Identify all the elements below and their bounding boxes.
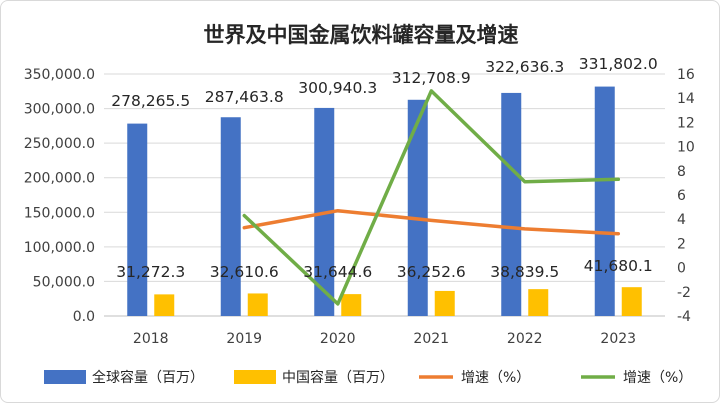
global-capacity-label: 312,708.9 [392,69,471,87]
lines [242,89,621,306]
left-tick-label: 250,000.0 [24,136,95,152]
left-tick-label: 200,000.0 [24,171,95,187]
right-tick-label: 14 [677,91,695,107]
legend-swatch [44,370,86,384]
china-capacity-label: 36,252.6 [397,263,466,281]
left-tick-label: 100,000.0 [24,240,95,256]
china-capacity-bar [341,294,362,316]
global-capacity-label: 300,940.3 [298,79,377,97]
legend-label: 增速（%） [623,370,692,386]
legend: 全球容量（百万） 中国容量（百万） 增速（%） 增速（%） [44,369,692,386]
x-tick-label: 2023 [600,331,636,347]
global-capacity-label: 287,463.8 [205,88,284,106]
legend-swatch [234,370,276,384]
right-tick-label: 6 [677,188,686,204]
right-tick-label: 12 [677,115,695,131]
right-tick-label: 10 [677,140,695,156]
data-labels: 278,265.5 287,463.8 300,940.3 312,708.9 322,… [111,55,657,281]
right-tick-label: 0 [677,261,686,277]
growth-line-green [242,89,621,306]
china-capacity-label: 41,680.1 [584,257,653,275]
global-capacity-bar [594,86,615,317]
china-capacity-bar [247,293,268,316]
right-tick-label: -4 [677,309,691,325]
global-capacity-bar [501,92,522,316]
left-tick-label: 0.0 [73,309,95,325]
right-y-axis: -4 -2 0 2 4 6 8 10 12 14 16 [677,67,695,325]
china-capacity-label: 31,644.6 [303,263,372,281]
left-y-axis: 0.0 50,000.0 100,000.0 150,000.0 200,000.0 25… [24,67,95,325]
x-tick-label: 2018 [133,331,169,347]
china-capacity-bar [154,294,175,316]
left-tick-label: 300,000.0 [24,102,95,118]
china-capacity-label: 31,272.3 [116,263,185,281]
x-axis: 2018 2019 2020 2021 2022 2023 [104,315,665,347]
left-tick-label: 150,000.0 [24,205,95,221]
growth-line-orange [242,208,621,236]
right-tick-label: 4 [677,212,686,228]
right-tick-label: 2 [677,236,686,252]
legend-label: 全球容量（百万） [92,369,204,386]
right-tick-label: 16 [677,67,695,83]
china-capacity-bar [621,287,642,316]
china-capacity-bar [528,289,549,316]
left-tick-label: 50,000.0 [33,274,95,290]
x-tick-label: 2019 [226,331,262,347]
x-tick-label: 2020 [320,331,356,347]
right-tick-label: -2 [677,285,691,301]
global-capacity-bar [407,99,428,316]
grid [104,73,665,317]
china-capacity-label: 32,610.6 [210,263,279,281]
left-tick-label: 350,000.0 [24,67,95,83]
china-capacity-bar [434,290,455,316]
legend-label: 中国容量（百万） [282,369,394,386]
china-capacity-label: 38,839.5 [490,263,559,281]
global-capacity-label: 278,265.5 [111,92,190,110]
x-tick-label: 2021 [413,331,449,347]
chart-title: 世界及中国金属饮料罐容量及增速 [204,23,519,47]
global-capacity-bar [127,123,148,317]
global-capacity-label: 331,802.0 [579,55,658,73]
right-tick-label: 8 [677,164,686,180]
global-capacity-bar [220,117,241,316]
global-capacity-label: 322,636.3 [485,58,564,76]
x-tick-label: 2022 [507,331,543,347]
legend-label: 增速（%） [461,370,530,386]
